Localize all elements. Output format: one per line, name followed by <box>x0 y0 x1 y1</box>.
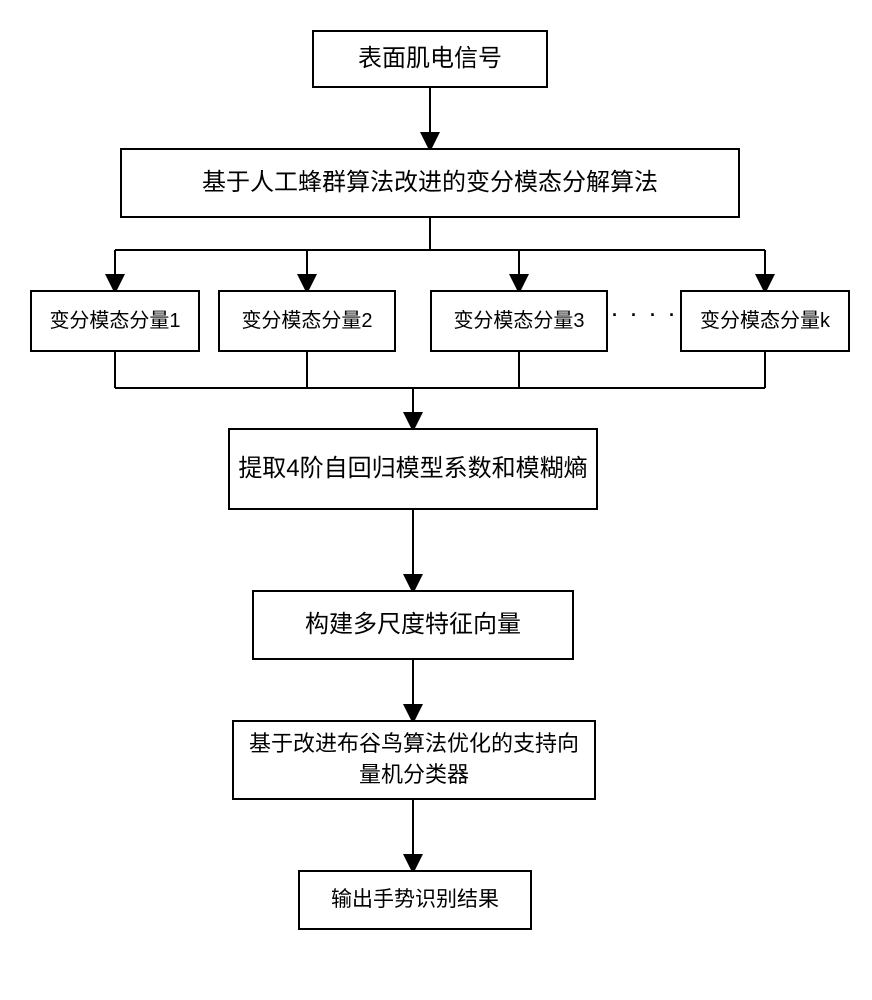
box-label: 变分模态分量2 <box>241 307 372 335</box>
box-label: 变分模态分量3 <box>453 307 584 335</box>
box-vmd-algorithm: 基于人工蜂群算法改进的变分模态分解算法 <box>120 148 740 218</box>
box-label: 变分模态分量k <box>700 307 830 335</box>
box-label: 变分模态分量1 <box>49 307 180 335</box>
box-input-signal: 表面肌电信号 <box>312 30 548 88</box>
box-svm-classifier: 基于改进布谷鸟算法优化的支持向量机分类器 <box>232 720 596 800</box>
box-label: 提取4阶自回归模型系数和模糊熵 <box>238 452 587 486</box>
box-feature-vector: 构建多尺度特征向量 <box>252 590 574 660</box>
box-mode-component-3: 变分模态分量3 <box>430 290 608 352</box>
box-label: 输出手势识别结果 <box>331 885 499 914</box>
dots-text: · · · · <box>612 305 679 325</box>
box-label: 基于人工蜂群算法改进的变分模态分解算法 <box>202 166 658 200</box>
box-mode-component-1: 变分模态分量1 <box>30 290 200 352</box>
box-label: 构建多尺度特征向量 <box>305 608 521 642</box>
box-output-result: 输出手势识别结果 <box>298 870 532 930</box>
box-label: 表面肌电信号 <box>358 42 502 76</box>
box-mode-component-k: 变分模态分量k <box>680 290 850 352</box>
box-label: 基于改进布谷鸟算法优化的支持向量机分类器 <box>242 729 586 791</box>
box-mode-component-2: 变分模态分量2 <box>218 290 396 352</box>
box-feature-extraction: 提取4阶自回归模型系数和模糊熵 <box>228 428 598 510</box>
ellipsis-dots: · · · · <box>612 305 679 326</box>
